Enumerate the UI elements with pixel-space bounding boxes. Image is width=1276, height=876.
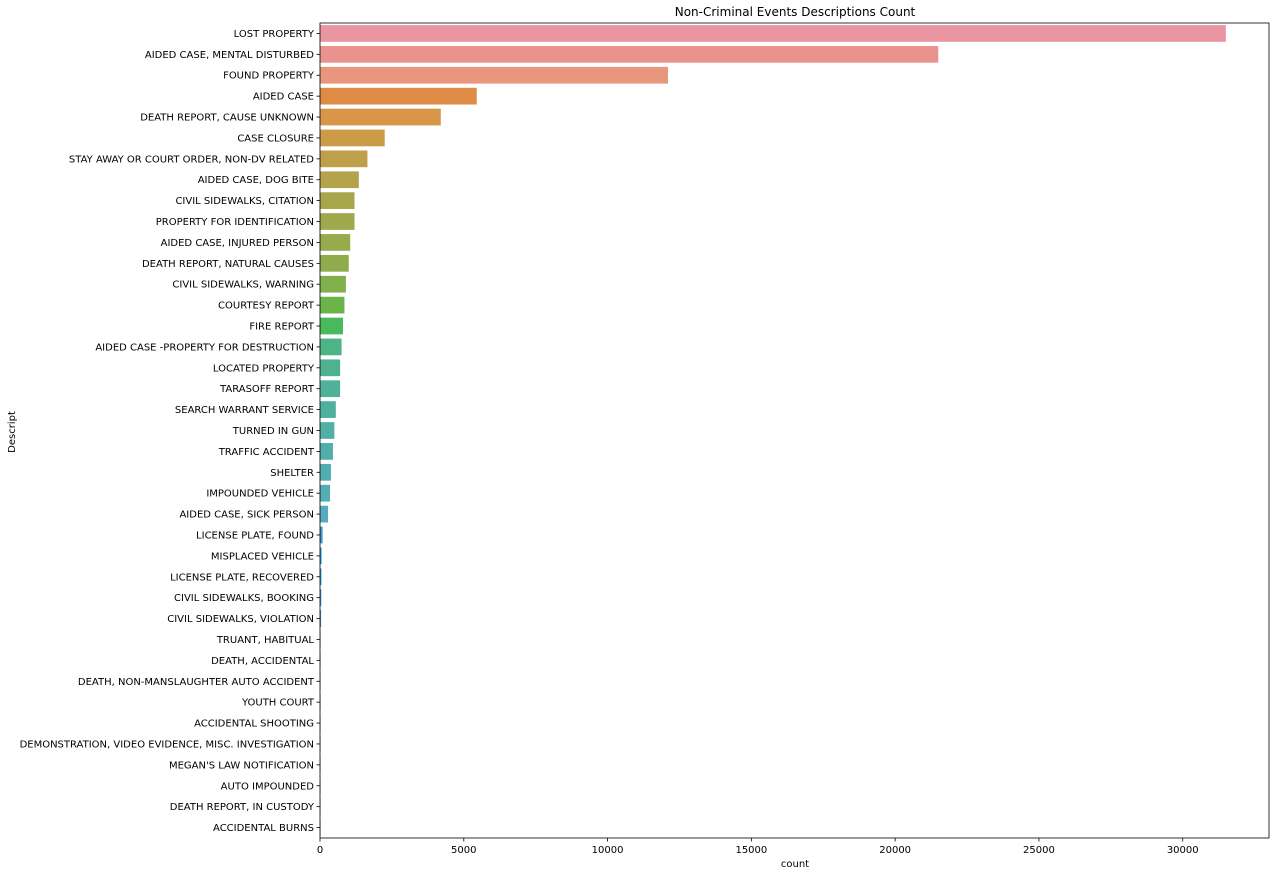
y-tick-label: CIVIL SIDEWALKS, BOOKING: [174, 593, 314, 604]
y-tick-label: IMPOUNDED VEHICLE: [206, 489, 314, 500]
bar: [320, 568, 322, 586]
bars-layer: [320, 25, 1226, 836]
bar: [320, 45, 939, 63]
y-tick-label: DEATH, ACCIDENTAL: [211, 656, 314, 667]
bar: [320, 401, 336, 418]
y-tick-label: DEATH, NON-MANSLAUGHTER AUTO ACCIDENT: [78, 677, 315, 688]
y-tick-label: CIVIL SIDEWALKS, CITATION: [175, 196, 314, 207]
x-tick-labels: 0 5000 10000 15000 20000 25000 30000: [317, 838, 1199, 856]
chart-title: Non-Criminal Events Descriptions Count: [675, 5, 916, 19]
y-tick-label: LICENSE PLATE, RECOVERED: [170, 572, 314, 583]
y-tick-label: FIRE REPORT: [249, 322, 315, 333]
y-tick-label: CIVIL SIDEWALKS, WARNING: [172, 280, 314, 291]
y-tick-label: LOST PROPERTY: [234, 29, 315, 40]
x-tick-label: 0: [317, 845, 323, 856]
y-tick-label: TRAFFIC ACCIDENT: [218, 447, 315, 458]
bar: [320, 275, 346, 293]
bar: [320, 547, 322, 565]
bar: [320, 589, 322, 607]
bar: [320, 150, 368, 168]
x-tick-label: 30000: [1167, 845, 1199, 856]
bar: [320, 422, 335, 439]
bar: [320, 234, 351, 251]
y-tick-label: AIDED CASE, SICK PERSON: [179, 510, 314, 521]
y-tick-label: AIDED CASE -PROPERTY FOR DESTRUCTION: [95, 342, 314, 353]
bar: [320, 505, 329, 523]
y-tick-label: SEARCH WARRANT SERVICE: [175, 405, 314, 416]
bar: [320, 192, 355, 209]
bar: [320, 443, 333, 460]
x-tick-label: 5000: [451, 845, 476, 856]
bar: [320, 484, 331, 502]
bar: [320, 25, 1226, 42]
y-tick-label: LICENSE PLATE, FOUND: [196, 530, 314, 541]
bar: [320, 108, 441, 126]
y-tick-label: TRUANT, HABITUAL: [216, 635, 315, 646]
y-axis-label: Descript: [7, 411, 18, 453]
bar: [320, 213, 355, 230]
y-tick-label: DEMONSTRATION, VIDEO EVIDENCE, MISC. INV…: [20, 739, 314, 750]
y-tick-label: TARASOFF REPORT: [219, 384, 315, 395]
y-tick-label: AIDED CASE, INJURED PERSON: [161, 238, 314, 249]
y-tick-label: ACCIDENTAL SHOOTING: [194, 719, 314, 730]
y-tick-label: CASE CLOSURE: [237, 133, 314, 144]
bar: [320, 338, 342, 356]
x-tick-label: 10000: [592, 845, 624, 856]
y-tick-label: AIDED CASE, DOG BITE: [198, 175, 314, 186]
x-tick-label: 25000: [1023, 845, 1055, 856]
y-tick-label: CIVIL SIDEWALKS, VIOLATION: [167, 614, 314, 625]
y-tick-label: AIDED CASE: [253, 92, 314, 103]
bar: [320, 296, 345, 314]
bar: [320, 317, 344, 335]
y-tick-label: DEATH REPORT, CAUSE UNKNOWN: [140, 113, 314, 124]
plot-frame: [319, 22, 1270, 839]
y-tick-label: FOUND PROPERTY: [223, 71, 315, 82]
y-tick-label: COURTESY REPORT: [218, 301, 315, 312]
y-tick-label: STAY AWAY OR COURT ORDER, NON-DV RELATED: [69, 154, 314, 165]
bar: [320, 87, 477, 105]
y-tick-label: ACCIDENTAL BURNS: [213, 823, 314, 834]
bar: [320, 359, 341, 377]
bar: [320, 610, 322, 627]
y-tick-label: LOCATED PROPERTY: [213, 363, 315, 374]
y-tick-label: PROPERTY FOR IDENTIFICATION: [156, 217, 314, 228]
y-tick-label: AIDED CASE, MENTAL DISTURBED: [145, 50, 314, 61]
bar: [320, 526, 323, 544]
y-tick-label: TURNED IN GUN: [232, 426, 314, 437]
y-tick-label: YOUTH COURT: [241, 698, 315, 709]
y-tick-labels: LOST PROPERTY AIDED CASE, MENTAL DISTURBE…: [20, 29, 320, 834]
y-tick-label: MISPLACED VEHICLE: [211, 551, 314, 562]
y-tick-label: DEATH REPORT, NATURAL CAUSES: [142, 259, 314, 270]
bar: [320, 254, 349, 272]
bar: [320, 171, 359, 189]
bar: [320, 66, 668, 84]
bar: [320, 380, 341, 398]
x-tick-label: 20000: [879, 845, 911, 856]
y-tick-label: AUTO IMPOUNDED: [221, 781, 315, 792]
y-tick-label: DEATH REPORT, IN CUSTODY: [170, 802, 315, 813]
x-tick-label: 15000: [735, 845, 767, 856]
y-tick-label: MEGAN'S LAW NOTIFICATION: [169, 760, 314, 771]
x-axis-label: count: [781, 859, 809, 870]
y-tick-label: SHELTER: [270, 468, 314, 479]
bar: [320, 463, 331, 481]
bar: [320, 129, 385, 147]
